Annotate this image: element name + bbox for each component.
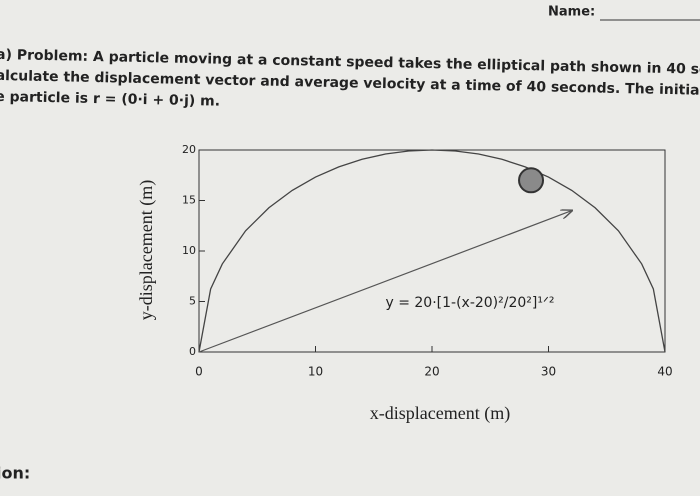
chart: 0 10 20 30 40 0 5 10 15 20 x-displacement (m) y-dis… <box>136 143 673 424</box>
y-tick-label: 15 <box>182 194 196 207</box>
x-tick-label: 40 <box>657 365 672 379</box>
x-tick-label: 0 <box>195 365 203 379</box>
path-curve <box>198 149 666 353</box>
x-axis-label: x-displacement (m) <box>370 403 510 424</box>
footer-label: ion: <box>0 464 30 483</box>
particle <box>518 167 545 194</box>
equation-annotation: y = 20·[1-(x-20)²/20²]¹ᐟ² <box>385 295 554 311</box>
y-tick-label: 20 <box>182 143 196 156</box>
problem-line: e particle is r = (0·i + 0·j) m. <box>0 89 220 110</box>
y-axis-label: y-displacement (m) <box>136 180 157 320</box>
displacement-arrow <box>198 211 572 353</box>
name-label: Name: <box>548 5 595 20</box>
y-tick-label: 5 <box>189 295 196 308</box>
y-tick-label: 10 <box>182 244 196 257</box>
x-tick-label: 20 <box>424 365 439 379</box>
x-tick-label: 10 <box>308 365 323 379</box>
x-tick-label: 30 <box>541 365 556 379</box>
y-tick-label: 0 <box>189 345 196 358</box>
